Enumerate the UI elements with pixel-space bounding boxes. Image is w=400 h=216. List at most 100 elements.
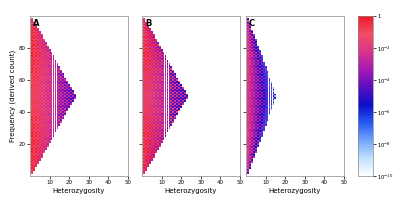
Point	[251, 50, 257, 53]
Point	[48, 80, 55, 83]
Point	[141, 66, 147, 69]
Point	[33, 27, 39, 31]
Point	[68, 88, 74, 91]
Point	[245, 27, 251, 31]
Point	[70, 93, 76, 96]
Point	[260, 91, 267, 95]
Point	[158, 66, 165, 69]
Point	[141, 144, 147, 147]
Point	[258, 72, 265, 75]
Point	[147, 114, 153, 117]
Point	[254, 139, 261, 143]
Point	[35, 110, 41, 114]
Point	[249, 70, 255, 74]
Point	[38, 99, 45, 103]
Point	[150, 149, 157, 152]
Point	[29, 125, 35, 128]
Point	[46, 48, 53, 51]
Point	[164, 66, 171, 69]
Point	[33, 34, 39, 37]
Point	[156, 104, 163, 107]
Point	[56, 107, 62, 111]
Point	[253, 109, 259, 112]
Point	[143, 29, 149, 32]
Point	[152, 85, 159, 88]
Point	[29, 134, 35, 138]
Point	[245, 134, 251, 138]
Point	[164, 64, 171, 67]
Point	[262, 72, 269, 75]
Point	[156, 72, 163, 75]
Point	[58, 94, 64, 98]
Point	[158, 88, 165, 91]
Point	[254, 50, 261, 53]
Point	[145, 70, 151, 74]
Point	[247, 130, 253, 133]
Point	[158, 62, 165, 66]
Point	[245, 80, 251, 83]
Point	[33, 104, 39, 107]
Point	[245, 154, 251, 157]
Point	[50, 86, 57, 90]
Point	[249, 118, 255, 122]
Point	[245, 157, 251, 160]
Point	[264, 77, 271, 80]
Point	[245, 162, 251, 165]
Point	[141, 126, 147, 130]
Point	[147, 139, 153, 143]
Point	[162, 99, 169, 103]
Point	[260, 123, 267, 127]
Point	[150, 69, 157, 72]
Point	[145, 80, 151, 83]
Point	[166, 98, 173, 101]
Point	[50, 69, 57, 72]
Point	[249, 149, 255, 152]
Point	[152, 150, 159, 154]
Point	[249, 107, 255, 111]
Point	[143, 136, 149, 139]
Point	[147, 130, 153, 133]
Point	[64, 104, 70, 107]
Point	[31, 77, 37, 80]
Point	[147, 98, 153, 101]
Point	[180, 90, 186, 93]
Point	[160, 106, 167, 109]
Point	[254, 126, 261, 130]
Point	[149, 77, 155, 80]
Point	[260, 69, 267, 72]
Point	[253, 149, 259, 152]
Point	[149, 85, 155, 88]
Point	[29, 66, 35, 69]
Point	[251, 80, 257, 83]
Point	[38, 34, 45, 37]
Point	[33, 30, 39, 34]
Point	[245, 59, 251, 63]
Point	[52, 70, 59, 74]
Point	[145, 128, 151, 131]
Point	[156, 50, 163, 53]
Point	[141, 19, 147, 23]
Point	[262, 104, 269, 107]
Point	[256, 83, 263, 87]
Point	[149, 146, 155, 149]
Point	[258, 96, 265, 99]
Point	[50, 67, 57, 71]
Point	[42, 42, 49, 45]
Point	[245, 54, 251, 58]
Point	[247, 51, 253, 55]
Point	[29, 120, 35, 123]
Point	[147, 54, 153, 58]
Point	[33, 66, 39, 69]
Point	[40, 141, 47, 144]
Point	[270, 88, 277, 91]
Point	[247, 75, 253, 79]
Point	[253, 48, 259, 51]
Point	[245, 40, 251, 43]
Point	[245, 99, 251, 103]
Point	[143, 30, 149, 34]
Point	[174, 104, 180, 107]
Point	[145, 42, 151, 45]
Point	[50, 70, 57, 74]
Point	[145, 24, 151, 27]
Point	[254, 106, 261, 109]
